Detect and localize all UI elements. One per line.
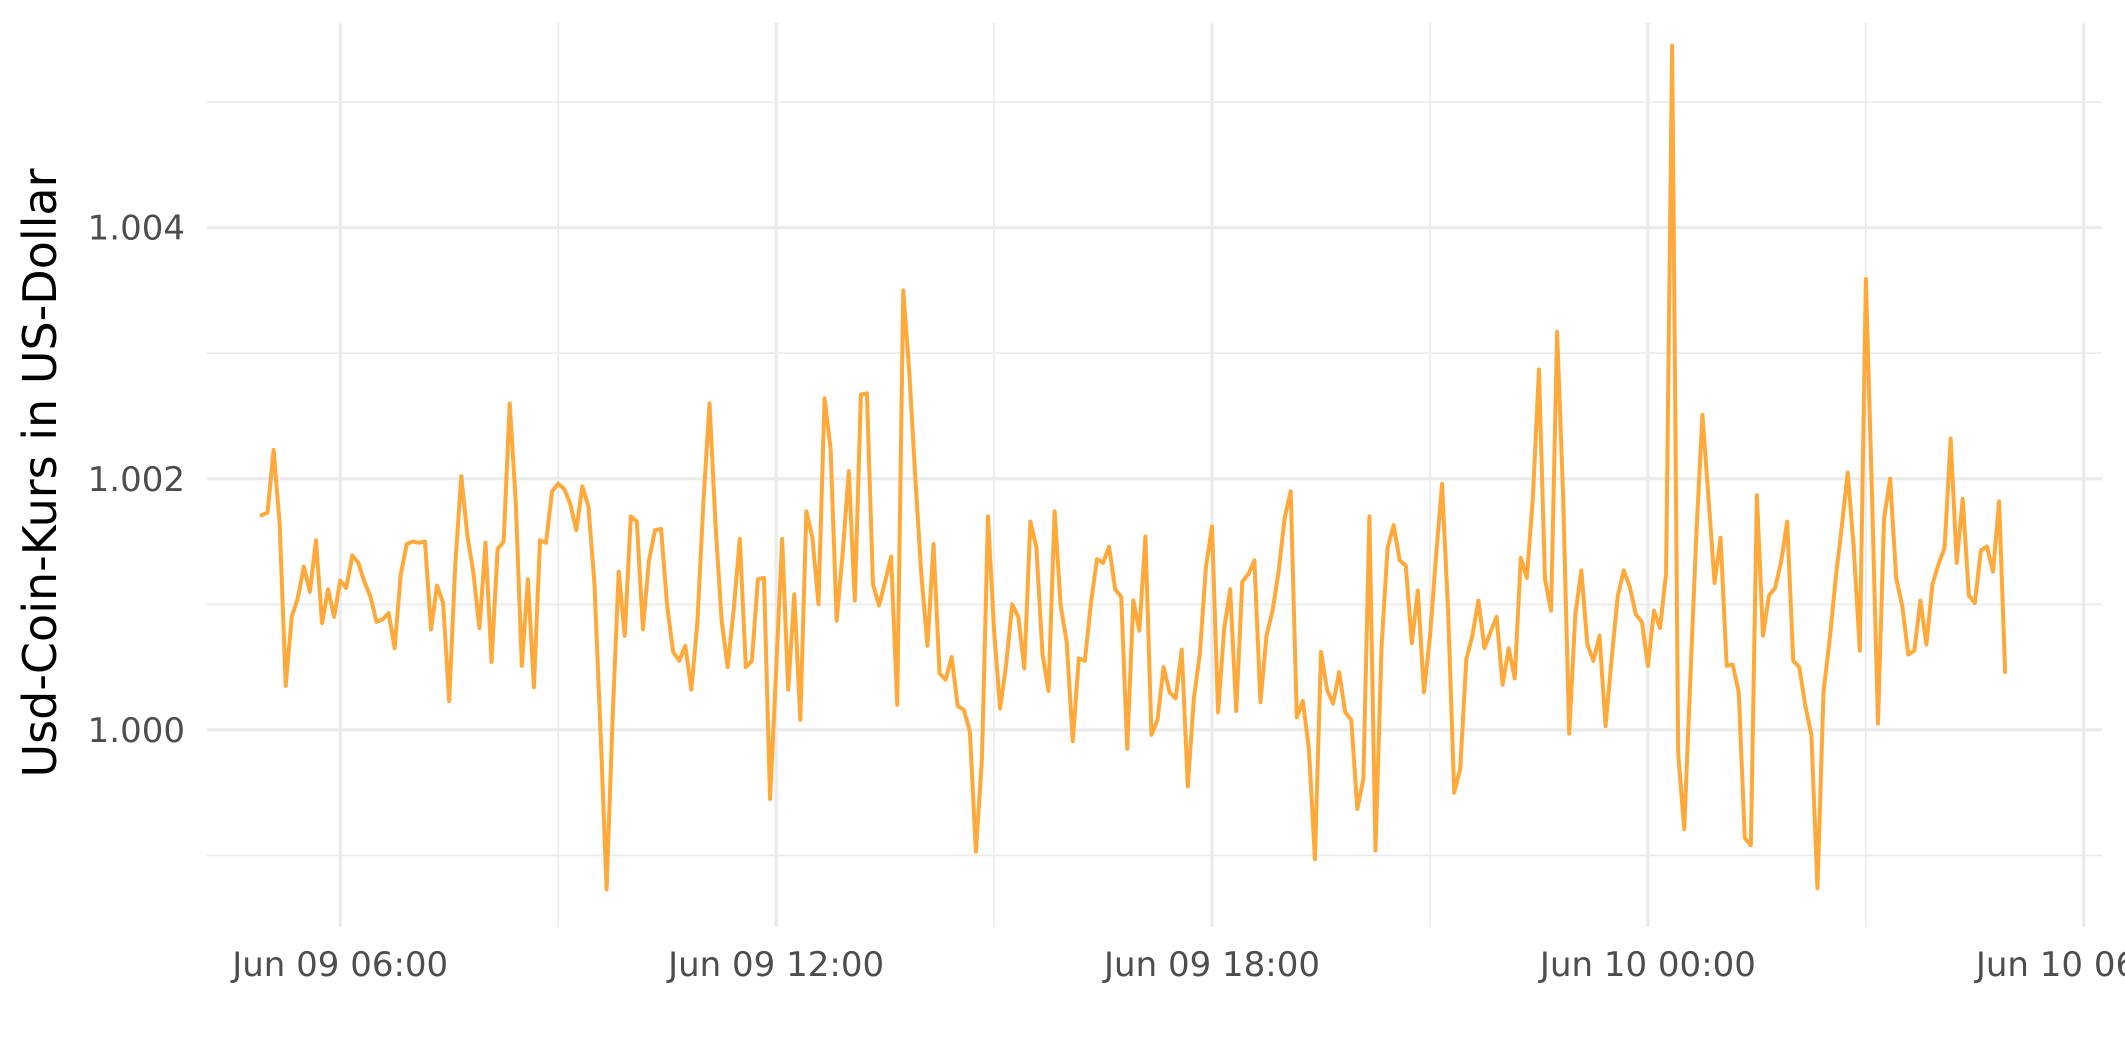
y-tick-labels: 1.000 1.002 1.004 xyxy=(88,209,185,751)
x-tick-label: Jun 10 06:00 xyxy=(1974,945,2125,985)
major-gridlines xyxy=(207,23,2102,927)
y-axis-title: Usd-Coin-Kurs in US-Dollar xyxy=(13,168,67,777)
x-tick-labels: Jun 09 06:00 Jun 09 12:00 Jun 09 18:00 Jun … xyxy=(230,945,2125,985)
series-group xyxy=(259,43,2008,892)
x-tick-label: Jun 09 06:00 xyxy=(230,945,448,985)
x-tick-label: Jun 09 12:00 xyxy=(666,945,884,985)
y-tick-label: 1.002 xyxy=(88,460,185,500)
y-tick-label: 1.004 xyxy=(88,209,185,249)
y-tick-label: 1.000 xyxy=(88,711,185,751)
minor-gridlines xyxy=(207,23,2102,927)
x-tick-label: Jun 10 00:00 xyxy=(1538,945,1756,985)
x-tick-label: Jun 09 18:00 xyxy=(1102,945,1320,985)
series-line-usd-coin xyxy=(259,43,2008,892)
